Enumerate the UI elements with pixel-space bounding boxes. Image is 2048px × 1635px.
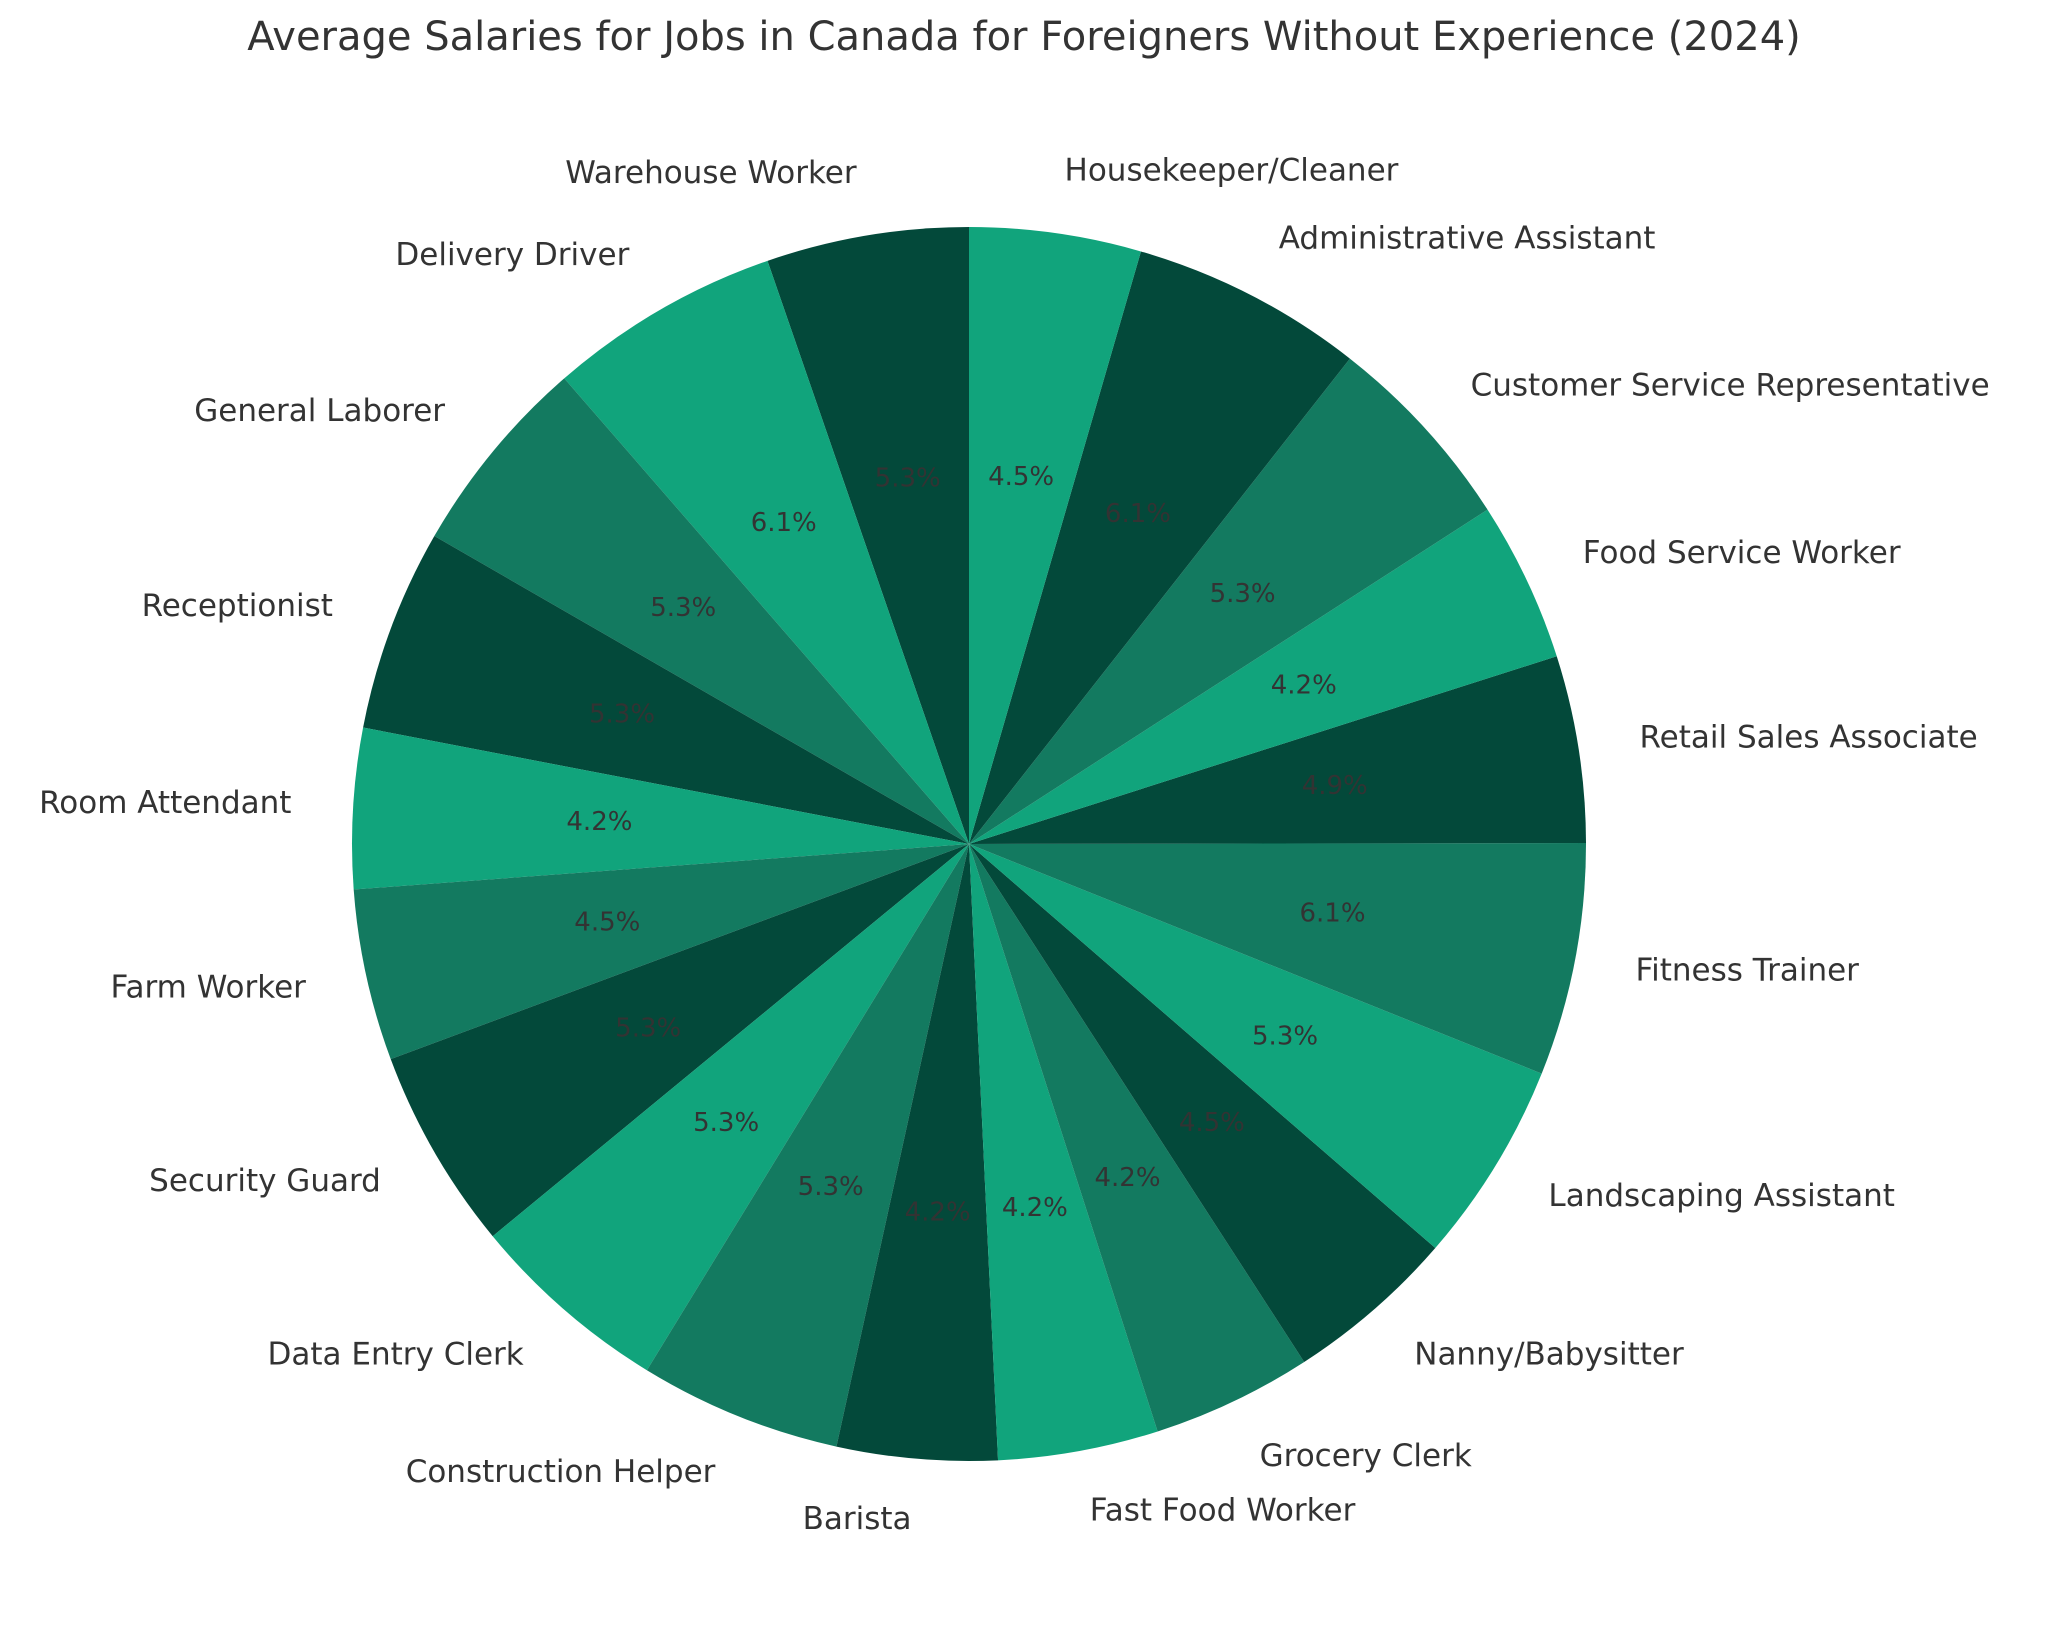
pie-slice-receptionist	[363, 536, 969, 844]
slice-percent-label: 4.5%	[1179, 1108, 1245, 1138]
pie-slice-administrative-assistant	[969, 251, 1350, 844]
pie-slice-retail-sales-associate	[969, 656, 1586, 844]
pie-slice-customer-service-representative	[969, 358, 1488, 844]
chart-title: Average Salaries for Jobs in Canada for …	[247, 14, 1801, 60]
category-label-fast-food-worker: Fast Food Worker	[1090, 1492, 1356, 1528]
category-label-food-service-worker: Food Service Worker	[1583, 535, 1901, 571]
slice-percent-label: 4.5%	[988, 462, 1054, 492]
pie-slice-farm-worker	[353, 844, 969, 1060]
pie-slice-housekeeper-cleaner	[969, 227, 1141, 844]
category-label-construction-helper: Construction Helper	[406, 1454, 716, 1490]
slice-percent-label: 6.1%	[751, 508, 817, 538]
category-label-nanny-babysitter: Nanny/Babysitter	[1414, 1337, 1684, 1373]
category-label-retail-sales-associate: Retail Sales Associate	[1640, 719, 1978, 755]
slice-percent-label: 4.2%	[905, 1197, 971, 1227]
pie-slice-landscaping-assistant	[969, 844, 1542, 1249]
slice-percent-label: 4.2%	[1002, 1193, 1068, 1223]
category-label-general-laborer: General Laborer	[194, 393, 445, 429]
slice-percent-label: 4.2%	[1094, 1163, 1160, 1193]
pie-slice-nanny-babysitter	[969, 844, 1436, 1363]
category-label-warehouse-worker: Warehouse Worker	[565, 155, 857, 191]
category-label-receptionist: Receptionist	[142, 588, 333, 624]
pie-slice-fast-food-worker	[969, 844, 1158, 1461]
slice-percent-label: 5.3%	[589, 699, 655, 729]
slice-percent-label: 5.3%	[1210, 579, 1276, 609]
pie-slice-construction-helper	[646, 844, 969, 1447]
slice-percent-label: 5.3%	[798, 1172, 864, 1202]
pie-slice-grocery-clerk	[969, 844, 1305, 1432]
slice-percent-label: 5.3%	[650, 593, 716, 623]
slice-percent-label: 5.3%	[875, 463, 941, 493]
pie-slice-food-service-worker	[969, 509, 1557, 844]
pie-slice-security-guard	[390, 844, 969, 1237]
slice-percent-label: 4.5%	[574, 907, 640, 937]
slice-percent-label: 4.2%	[566, 807, 632, 837]
pie-slice-fitness-trainer	[969, 843, 1586, 1074]
category-label-delivery-driver: Delivery Driver	[395, 237, 629, 273]
slice-percent-label: 5.3%	[693, 1108, 759, 1138]
pie-slice-delivery-driver	[564, 260, 969, 845]
category-label-grocery-clerk: Grocery Clerk	[1260, 1438, 1472, 1474]
slice-percent-label: 6.1%	[1105, 499, 1171, 529]
category-label-housekeeper-cleaner: Housekeeper/Cleaner	[1065, 153, 1399, 189]
pie-slice-general-laborer	[434, 378, 970, 844]
category-label-landscaping-assistant: Landscaping Assistant	[1548, 1178, 1894, 1214]
pie-slice-data-entry-clerk	[492, 844, 969, 1371]
slice-percent-label: 4.2%	[1271, 670, 1337, 700]
category-label-customer-service-representative: Customer Service Representative	[1471, 367, 1990, 403]
pie-slice-barista	[836, 844, 999, 1461]
category-label-data-entry-clerk: Data Entry Clerk	[268, 1337, 524, 1373]
category-label-security-guard: Security Guard	[149, 1163, 381, 1199]
category-label-room-attendant: Room Attendant	[39, 785, 291, 821]
pie-slice-warehouse-worker	[767, 227, 969, 844]
category-label-farm-worker: Farm Worker	[110, 969, 306, 1005]
category-label-barista: Barista	[803, 1501, 912, 1537]
slice-percent-label: 6.1%	[1300, 898, 1366, 928]
category-label-administrative-assistant: Administrative Assistant	[1279, 221, 1656, 257]
category-label-fitness-trainer: Fitness Trainer	[1636, 953, 1860, 989]
slice-percent-label: 5.3%	[1252, 1021, 1318, 1051]
slice-percent-label: 5.3%	[615, 1013, 681, 1043]
slice-percent-label: 4.9%	[1302, 771, 1368, 801]
pie-slice-room-attendant	[352, 727, 969, 890]
